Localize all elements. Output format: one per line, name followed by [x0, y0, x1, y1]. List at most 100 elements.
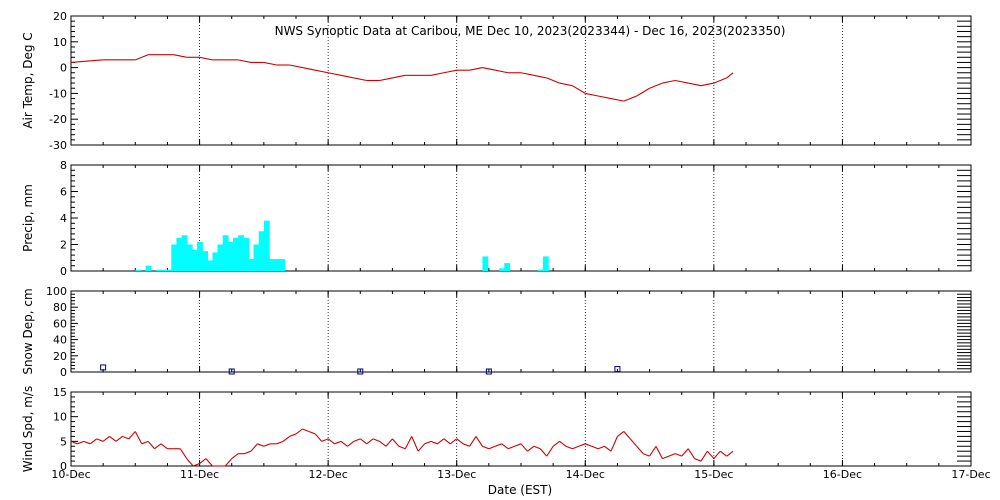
series-line-segment: [572, 85, 586, 94]
x-tick-label: 16-Dec: [823, 468, 862, 481]
precip-bar: [248, 259, 255, 271]
series-line-segment: [404, 436, 413, 449]
series-line-segment: [328, 72, 342, 76]
series-line-segment: [392, 438, 400, 447]
precip-bar: [253, 244, 260, 271]
series-line-segment: [675, 453, 682, 457]
series-line-segment: [469, 436, 477, 447]
precip-bar: [212, 252, 219, 271]
precip-bar: [274, 259, 280, 271]
series-line-segment: [366, 438, 374, 445]
y-tick-label: 0: [60, 265, 67, 278]
series-line-segment: [559, 82, 573, 87]
x-tick-label: 12-Dec: [309, 468, 348, 481]
series-line-segment: [89, 438, 98, 445]
series-line-segment: [469, 67, 483, 71]
x-tick-label: 14-Dec: [566, 468, 605, 481]
precip-bar: [155, 269, 162, 271]
series-line-segment: [585, 443, 592, 447]
series-line-segment: [437, 438, 445, 445]
series-line-segment: [507, 445, 515, 450]
series-line-segment: [462, 443, 470, 447]
series-line-segment: [687, 448, 696, 459]
series-line-segment: [649, 445, 657, 457]
precip-bar: [145, 265, 152, 271]
series-line-segment: [520, 72, 534, 76]
series-line-segment: [250, 443, 258, 452]
precip-bar: [181, 235, 188, 271]
x-tick-label: 17-Dec: [951, 468, 990, 481]
precip-bar: [269, 259, 275, 271]
series-line-segment: [623, 95, 637, 102]
series-line-segment: [353, 77, 367, 82]
series-line-segment: [102, 435, 110, 442]
y-tick-label: 10: [53, 36, 67, 49]
precip-bar: [482, 256, 489, 271]
series-line-segment: [334, 440, 342, 445]
precip-bar: [197, 241, 203, 271]
snow-depth-point: [100, 364, 107, 371]
series-line-segment: [192, 463, 200, 467]
series-line-segment: [147, 440, 155, 450]
series-line-segment: [610, 436, 618, 452]
y-tick-label: 10: [53, 411, 67, 424]
series-line-segment: [642, 453, 650, 457]
precip-bar: [499, 268, 505, 271]
precip-bar: [191, 249, 198, 271]
series-line-segment: [70, 440, 78, 445]
panel-frame-3: [70, 391, 972, 467]
series-line-segment: [707, 450, 715, 459]
y-tick-label: 40: [53, 334, 67, 347]
y-tick-label: 20: [53, 10, 67, 23]
precip-bar: [504, 263, 511, 271]
series-line-segment: [623, 431, 631, 440]
series-line-segment: [617, 431, 625, 437]
series-line-segment: [662, 455, 670, 460]
series-line-segment: [636, 87, 650, 97]
y-tick-label: 0: [60, 366, 67, 379]
panel-frame-2: [70, 290, 972, 373]
series-line-segment: [244, 450, 252, 455]
series-line-segment: [411, 436, 419, 452]
series-line-segment: [154, 443, 162, 450]
series-line-segment: [527, 445, 535, 452]
series-line-segment: [681, 448, 689, 457]
y-tick-label: 15: [53, 386, 67, 399]
series-line-segment: [694, 458, 702, 462]
x-axis-label: Date (EST): [488, 483, 552, 497]
x-tick-label: 10-Dec: [51, 468, 90, 481]
series-line-segment: [482, 67, 496, 71]
precip-bar: [263, 220, 270, 271]
series-line-segment: [449, 438, 458, 445]
precip-bar: [233, 237, 239, 271]
series-line-segment: [224, 458, 233, 467]
precip-bar: [222, 235, 229, 271]
series-line-segment: [572, 445, 580, 450]
y-tick-label: -10: [49, 87, 67, 100]
precip-bar: [238, 235, 244, 271]
series-line-segment: [552, 440, 560, 447]
series-line-segment: [83, 440, 91, 445]
series-line-segment: [315, 69, 329, 74]
series-line-segment: [713, 77, 727, 84]
y-tick-label: 100: [46, 285, 67, 298]
series-line-segment: [199, 458, 207, 464]
series-line-segment: [379, 440, 387, 447]
y-axis-label: Snow Dep, cm: [21, 288, 35, 374]
series-line-segment: [636, 445, 644, 455]
series-line-segment: [482, 445, 490, 450]
y-tick-label: -30: [49, 139, 67, 152]
series-line-segment: [559, 440, 567, 447]
precip-bar: [243, 237, 250, 271]
series-line-segment: [70, 59, 104, 63]
precip-bar: [207, 260, 214, 271]
series-line-segment: [456, 438, 464, 445]
series-line-segment: [719, 450, 728, 457]
series-line-segment: [128, 431, 136, 440]
series-line-segment: [109, 435, 117, 442]
series-line-segment: [533, 445, 541, 450]
series-line-segment: [302, 67, 316, 71]
y-tick-label: 2: [60, 239, 67, 252]
x-tick-label: 11-Dec: [180, 468, 219, 481]
